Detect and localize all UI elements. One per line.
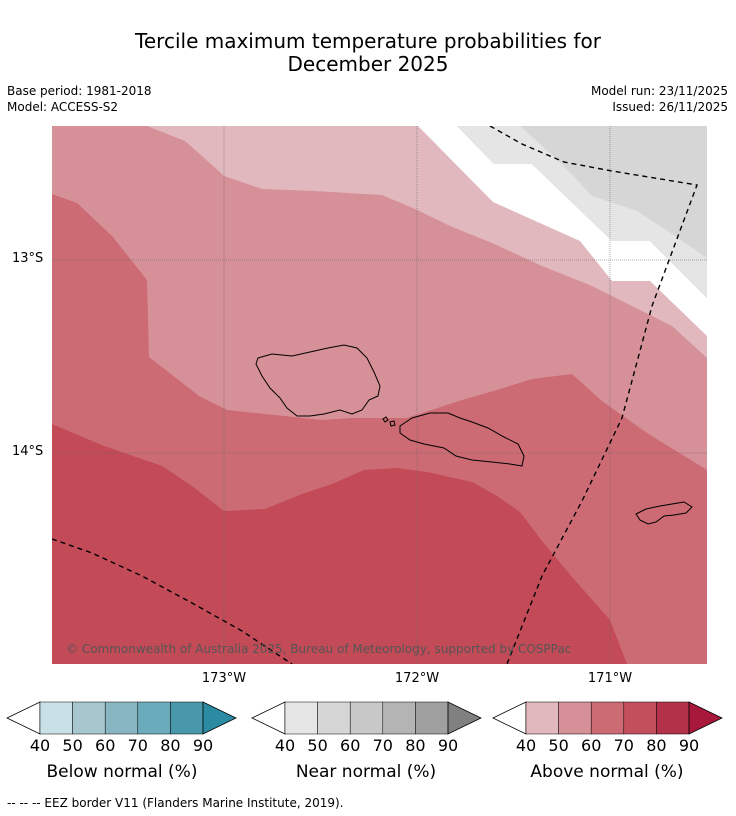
below-bin-70 <box>137 701 171 735</box>
eez-footnote: -- -- -- EEZ border V11 (Flanders Marine… <box>7 796 344 810</box>
zone-near-50 <box>520 126 707 258</box>
copyright-notice: © Commonwealth of Australia 2025, Bureau… <box>66 642 572 656</box>
island-small <box>382 416 396 427</box>
colorbar-above <box>492 701 723 735</box>
meta-left: Base period: 1981-2018 Model: ACCESS-S2 <box>7 83 152 115</box>
above-bin-over-90 <box>688 701 723 735</box>
eez-border <box>52 126 698 664</box>
island-savaii <box>255 344 381 417</box>
legend-caption-below: Below normal (%) <box>46 762 198 782</box>
map-canvas <box>52 126 707 664</box>
near-bin-over-90 <box>447 701 482 735</box>
colorbar-near <box>251 701 482 735</box>
legend-caption-near: Near normal (%) <box>295 762 437 782</box>
above-tick-60: 60 <box>581 736 602 755</box>
base-period: Base period: 1981-2018 <box>7 84 152 98</box>
colorbar-below <box>6 701 237 735</box>
above-tick-50: 50 <box>548 736 569 755</box>
below-bin-under-40 <box>6 701 41 735</box>
below-tick-50: 50 <box>62 736 83 755</box>
above-bin-80 <box>656 701 690 735</box>
lon-label-172w: 172°W <box>394 671 440 686</box>
model-name: Model: ACCESS-S2 <box>7 100 119 114</box>
above-tick-70: 70 <box>613 736 634 755</box>
below-bin-80 <box>170 701 204 735</box>
below-bin-60 <box>104 701 139 735</box>
above-bin-70 <box>623 701 657 735</box>
below-bin-over-90 <box>202 701 237 735</box>
near-bin-60 <box>349 701 384 735</box>
island-upolu <box>399 412 525 467</box>
above-bin-40 <box>525 701 559 735</box>
legend-caption-above: Above normal (%) <box>530 762 684 782</box>
near-tick-80: 80 <box>405 736 426 755</box>
near-bin-70 <box>382 701 416 735</box>
forecast-map: © Commonwealth of Australia 2025, Bureau… <box>52 126 707 664</box>
island-tutuila <box>635 501 693 525</box>
near-tick-60: 60 <box>340 736 361 755</box>
near-bin-under-40 <box>251 701 286 735</box>
title-line-2: December 2025 <box>287 52 449 76</box>
zone-above-40 <box>147 126 707 358</box>
lon-label-171w: 171°W <box>587 671 633 686</box>
above-bin-under-40 <box>492 701 527 735</box>
near-tick-40: 40 <box>274 736 296 755</box>
model-run: Model run: 23/11/2025 <box>590 84 728 98</box>
near-bin-50 <box>317 701 351 735</box>
above-tick-80: 80 <box>646 736 667 755</box>
near-bin-80 <box>415 701 449 735</box>
map-title: Tercile maximum temperature probabilitie… <box>0 30 736 76</box>
issued-date: Issued: 26/11/2025 <box>612 100 728 114</box>
graticule <box>52 126 707 664</box>
above-bin-60 <box>590 701 625 735</box>
lat-label-14s: 14°S <box>12 444 44 459</box>
zone-no-signal <box>418 126 707 336</box>
lon-label-173w: 173°W <box>201 671 247 686</box>
below-tick-80: 80 <box>160 736 181 755</box>
below-tick-40: 40 <box>29 736 51 755</box>
meta-right: Model run: 23/11/2025 Issued: 26/11/2025 <box>591 83 728 115</box>
below-tick-70: 70 <box>127 736 148 755</box>
title-line-1: Tercile maximum temperature probabilitie… <box>135 29 601 53</box>
colorbars <box>6 701 723 735</box>
below-tick-60: 60 <box>95 736 116 755</box>
zone-above-70 <box>52 424 627 664</box>
above-tick-90: 90 <box>678 736 700 755</box>
above-tick-40: 40 <box>515 736 537 755</box>
near-tick-70: 70 <box>372 736 393 755</box>
below-bin-40 <box>39 701 73 735</box>
near-tick-90: 90 <box>437 736 459 755</box>
near-tick-50: 50 <box>307 736 328 755</box>
lat-label-13s: 13°S <box>12 251 44 266</box>
near-bin-40 <box>284 701 318 735</box>
below-bin-50 <box>72 701 106 735</box>
below-tick-90: 90 <box>192 736 214 755</box>
above-bin-50 <box>558 701 592 735</box>
